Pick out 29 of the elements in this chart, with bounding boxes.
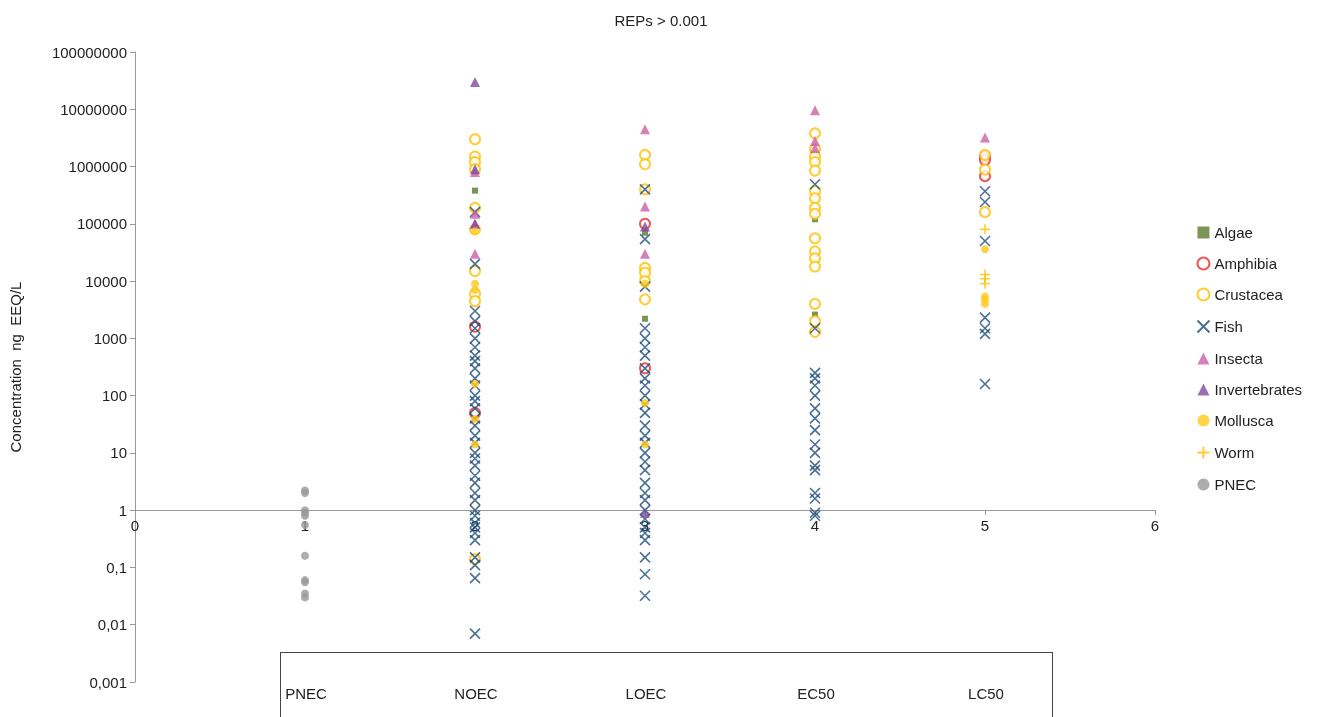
y-tick-label: 100 xyxy=(101,387,127,405)
legend-label: PNEC xyxy=(1214,476,1257,493)
y-tick-label: 10 xyxy=(110,444,127,462)
y-tick-label: 10000000 xyxy=(60,100,127,118)
x-tick-label: 0 xyxy=(130,517,140,535)
legend-label: Insecta xyxy=(1214,350,1264,367)
x-tick-label: 3 xyxy=(640,517,650,535)
x-tick-label: 6 xyxy=(1150,517,1160,535)
legend-label: Amphibia xyxy=(1214,255,1278,272)
y-tick-label: 0,01 xyxy=(97,616,127,634)
x-tick-label: 5 xyxy=(980,517,990,535)
legend-label: Algae xyxy=(1214,224,1253,241)
chart-title: REPs > 0.001 xyxy=(614,12,708,29)
label-box: PNEC NOEC LOEC EC50 LC50 xyxy=(279,652,1053,717)
y-tick-label: 1000000 xyxy=(68,158,127,176)
x-tick-label: 4 xyxy=(810,517,820,535)
legend-label: Fish xyxy=(1214,318,1243,335)
y-tick-label: 0,001 xyxy=(89,673,127,691)
legend-label: Worm xyxy=(1214,444,1255,461)
legend-label: Invertebrates xyxy=(1214,381,1302,398)
y-tick-label: 1000 xyxy=(93,329,127,347)
legend-label: Crustacea xyxy=(1214,286,1284,303)
y-tick-label: 100000000 xyxy=(51,43,127,61)
y-axis-title: Concentration ng EEQ/L xyxy=(7,281,24,453)
y-tick-label: 10000 xyxy=(85,272,127,290)
y-tick-label: 100000 xyxy=(76,215,127,233)
legend-label: Mollusca xyxy=(1214,412,1275,429)
y-tick-label: 0,1 xyxy=(106,558,127,576)
y-tick-label: 1 xyxy=(118,501,127,519)
